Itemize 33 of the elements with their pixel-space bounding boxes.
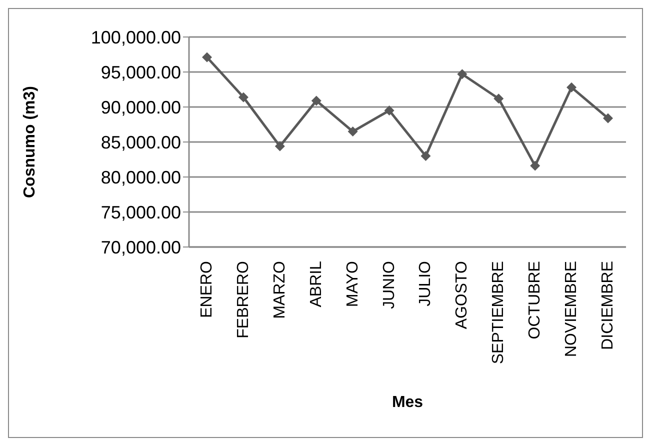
y-tick-label: 70,000.00 <box>100 237 181 258</box>
point <box>494 94 504 104</box>
y-tick-label: 90,000.00 <box>100 97 181 118</box>
x-tick-label: ABRIL <box>308 260 325 308</box>
point <box>238 92 248 102</box>
y-tick-label: 80,000.00 <box>100 167 181 188</box>
x-tick-label: MARZO <box>271 261 288 319</box>
x-tick-label: ENERO <box>198 261 216 318</box>
y-tick-label: 85,000.00 <box>100 132 181 152</box>
point <box>274 141 285 152</box>
point <box>457 69 468 80</box>
x-axis-title: Mes <box>392 394 424 411</box>
point <box>603 113 613 124</box>
point <box>311 96 322 106</box>
x-tick-label: JUNIO <box>380 261 398 309</box>
point <box>384 106 394 116</box>
point <box>420 151 431 161</box>
y-tick-label: 95,000.00 <box>100 62 181 82</box>
x-tick-label: DICIEMBRE <box>600 261 616 350</box>
x-tick-label: NOVIEMBRE <box>563 261 580 358</box>
y-tick-label: 75,000.00 <box>100 202 181 222</box>
point <box>348 126 358 136</box>
x-tick-label: OCTUBRE <box>526 261 544 340</box>
x-tick-label: JULIO <box>417 261 434 306</box>
x-tick-label: AGOSTO <box>454 261 471 330</box>
point <box>566 82 577 92</box>
x-tick-label: SEPTIEMBRE <box>490 261 508 364</box>
y-tick-label: 100,000.00 <box>90 27 181 48</box>
y-axis-title: Cosnumo (m3) <box>22 86 39 198</box>
point <box>530 160 540 171</box>
x-tick-label: MAYO <box>344 261 362 307</box>
point <box>202 52 212 62</box>
x-tick-label: FEBRERO <box>234 261 252 338</box>
